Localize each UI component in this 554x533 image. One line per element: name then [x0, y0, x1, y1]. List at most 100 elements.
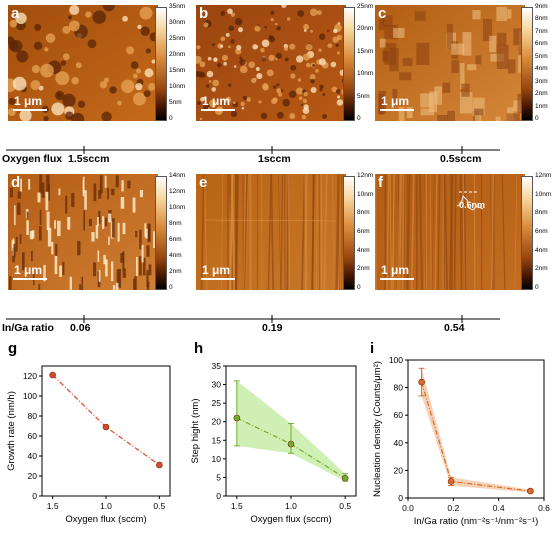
x-tick-label: 1.5 [47, 501, 59, 511]
colorbar-f [521, 176, 533, 290]
panel-label-b: b [199, 5, 209, 22]
y-tick-label: 100 [389, 355, 403, 365]
scale-bar-b [201, 109, 235, 111]
colorbar-tick-a: 20nm [169, 51, 186, 58]
panel-label-c: c [378, 5, 387, 22]
data-point [527, 487, 534, 495]
scale-bar-label-c: 1 μm [381, 94, 410, 108]
y-tick-label: 35 [212, 361, 222, 371]
colorbar-tick-c: 8nm [535, 15, 548, 23]
colorbar-tick-d: 12nm [169, 188, 186, 195]
series-line [52, 374, 160, 466]
colorbar-c [521, 7, 533, 121]
x-tick-label: 0.2 [447, 503, 459, 513]
colorbar-a [155, 7, 167, 121]
x-tick-label: 0.5 [153, 501, 165, 511]
panel-label-a: a [11, 5, 20, 22]
colorbar-tick-a: 35nm [169, 3, 186, 10]
oxygen-flux-tick-3: 0.5sccm [440, 153, 482, 165]
colorbar-tick-d: 8nm [169, 220, 182, 227]
y-tick-label: 40 [394, 438, 404, 448]
growth-rate-chart: 0 20 40 60 80 100 120 1.5 1.0 0.5 Oxygen flux (scc… [6, 365, 171, 525]
panel-label-d: d [11, 174, 21, 191]
error-band [421, 368, 531, 493]
afm-image-f [375, 174, 525, 290]
afm-image-c [375, 5, 525, 121]
y-tick-label: 100 [23, 391, 37, 401]
y-axis-label: Step hight (nm) [190, 399, 201, 464]
colorbar-tick-e: 0 [357, 284, 361, 291]
y-tick-label: 30 [212, 380, 222, 390]
colorbar-tick-f: 4nm [535, 246, 548, 254]
colorbar-tick-a: 15nm [169, 67, 186, 74]
data-point [341, 474, 349, 482]
plot-frame [41, 365, 171, 497]
colorbar-tick-b: 5nm [357, 92, 370, 100]
colorbar-tick-b: 25nm [357, 3, 374, 10]
data-point [287, 440, 295, 448]
colorbar-tick-e: 2nm [357, 265, 370, 273]
chart-g-label: g [8, 340, 18, 357]
afm-image-d [8, 174, 158, 290]
data-point [49, 371, 56, 379]
colorbar-e [343, 176, 355, 290]
y-tick-label: 60 [28, 431, 38, 441]
colorbar-tick-d: 14nm [169, 172, 186, 179]
y-tick-label: 25 [212, 398, 222, 408]
y-tick-label: 80 [394, 383, 404, 393]
colorbar-b [343, 7, 355, 121]
colorbar-tick-b: 0 [357, 115, 361, 122]
y-tick-label: 20 [28, 471, 38, 481]
colorbar-tick-e: 6nm [357, 228, 370, 235]
colorbar-tick-f: 8nm [535, 209, 548, 217]
colorbar-tick-e: 4nm [357, 246, 370, 254]
y-axis-label: Nucleation density (Counts/μm²) [372, 361, 383, 497]
panel-label-f: f [378, 174, 383, 191]
colorbar-tick-c: 6nm [535, 40, 548, 48]
y-tick-label: 5 [216, 472, 221, 482]
colorbar-tick-f: 6nm [535, 228, 548, 235]
afm-image-e [196, 174, 346, 290]
in-ga-tick-3: 0.54 [444, 322, 465, 334]
panel-label-e: e [199, 174, 208, 191]
y-tick-label: 20 [212, 417, 222, 427]
colorbar-tick-c: 1nm [535, 102, 548, 110]
colorbar-tick-c: 2nm [535, 90, 548, 98]
afm-image-b [196, 5, 346, 121]
scale-bar-label-a: 1 μm [14, 94, 43, 108]
x-tick-label: 1.5 [231, 501, 243, 511]
y-tick-label: 0 [398, 493, 403, 503]
scale-bar-label-e: 1 μm [202, 263, 231, 277]
x-tick-label: 0.0 [402, 503, 414, 513]
colorbar-tick-f: 12nm [535, 172, 552, 179]
colorbar-tick-d: 10nm [169, 204, 186, 211]
data-point [156, 461, 163, 469]
colorbar-tick-f: 10nm [535, 190, 552, 198]
colorbar-tick-a: 30nm [169, 19, 186, 26]
x-axis-label: In/Ga ratio (nm⁻²s⁻¹/nm⁻²s⁻¹) [414, 516, 539, 527]
colorbar-tick-d: 4nm [169, 252, 182, 259]
step-height-chart: 0 5 10 15 20 25 30 35 1.5 1.0 0.5 Oxygen flux (sccm… [190, 361, 357, 525]
colorbar-tick-e: 12nm [357, 172, 374, 179]
y-tick-label: 80 [28, 411, 38, 421]
in-ga-row-title: In/Ga ratio [2, 322, 54, 334]
colorbar-tick-c: 4nm [535, 65, 548, 73]
x-axis-label: Oxygen flux (sccm) [65, 514, 146, 525]
colorbar-tick-d: 6nm [169, 236, 182, 243]
oxygen-flux-row-title: Oxygen flux [2, 153, 63, 165]
scale-bar-label-b: 1 μm [202, 94, 231, 108]
colorbar-tick-c: 7nm [535, 27, 548, 35]
colorbar-tick-f: 0 [535, 284, 539, 291]
step-height-annotation: 0.6nm [459, 200, 486, 210]
x-tick-label: 0.6 [538, 503, 550, 513]
colorbar-tick-b: 15nm [357, 47, 374, 55]
data-point [233, 414, 241, 422]
nucleation-density-chart: 0 20 40 60 80 100 0.0 0.2 0.4 0.6 In/Ga ratio (nm⁻… [372, 355, 550, 527]
data-point [447, 478, 455, 485]
y-tick-label: 40 [28, 451, 38, 461]
x-tick-label: 0.5 [339, 501, 351, 511]
colorbar-tick-d: 0 [169, 284, 173, 291]
colorbar-tick-a: 0 [169, 115, 173, 122]
colorbar-d [155, 176, 167, 290]
data-point [418, 378, 425, 386]
